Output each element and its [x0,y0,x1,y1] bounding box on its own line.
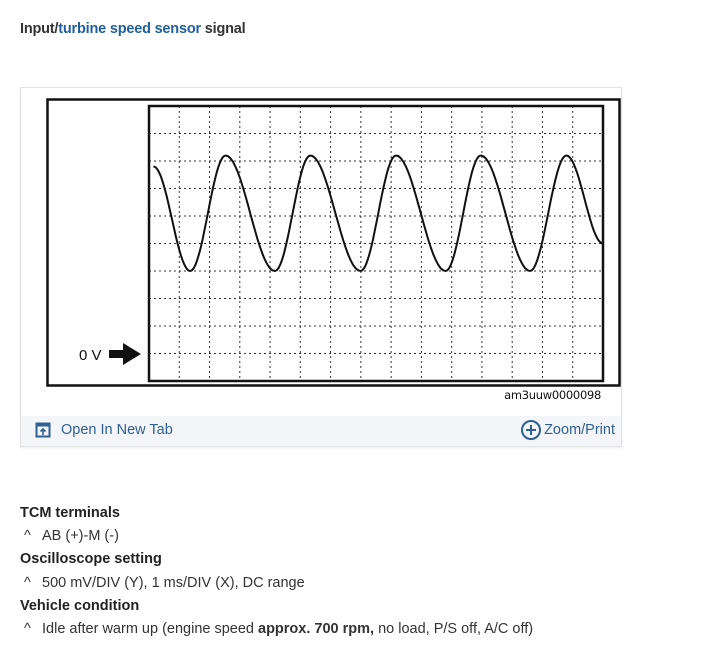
zoom-print-label: Zoom/Print [544,422,615,438]
section-item-oscilloscope: ^ 500 mV/DIV (Y), 1 ms/DIV (X), DC range [20,575,305,591]
zero-volt-label: 0 V [79,347,102,364]
vehicle-condition-text-end: no load, P/S off, A/C off) [374,621,534,637]
caret-icon: ^ [24,575,31,591]
oscilloscope-setting-value: 500 mV/DIV (Y), 1 ms/DIV (X), DC range [42,575,305,591]
caret-icon: ^ [24,528,31,544]
figure-id: am3uuw0000098 [504,388,601,402]
title-suffix: signal [200,21,246,37]
vehicle-condition-text: Idle after warm up (engine speed [42,621,259,637]
plus-circle-icon [521,420,542,440]
waveform-line [153,154,604,273]
grid [149,106,603,381]
open-new-tab-label: Open In New Tab [61,422,173,438]
outer-frame [46,98,621,387]
section-item-tcm: ^ AB (+)-M (-) [20,528,119,544]
arrow-right-icon [109,343,141,365]
section-heading-vehicle: Vehicle condition [20,598,140,614]
page-title: Input/turbine speed sensor signal [20,21,246,37]
tcm-terminals-value: AB (+)-M (-) [42,528,119,544]
open-new-tab-icon [35,422,51,438]
open-new-tab-button[interactable]: Open In New Tab [35,422,173,438]
title-prefix: Input/ [20,21,59,37]
zoom-print-button[interactable]: Zoom/Print [520,419,615,441]
section-heading-oscilloscope: Oscilloscope setting [20,551,162,567]
figure-footer: Open In New Tab Zoom/Print [21,416,621,446]
caret-icon: ^ [24,621,31,637]
title-link[interactable]: turbine speed sensor [58,21,201,37]
vehicle-condition-rpm: approx. 700 rpm, [258,621,375,637]
section-heading-tcm: TCM terminals [20,505,120,521]
section-item-vehicle: ^ Idle after warm up (engine speed approx… [20,621,533,637]
figure-card: 0 V am3uuw0000098 Open In New Tab Zoom/P… [20,87,622,447]
oscilloscope-chart: 0 V [46,98,621,387]
